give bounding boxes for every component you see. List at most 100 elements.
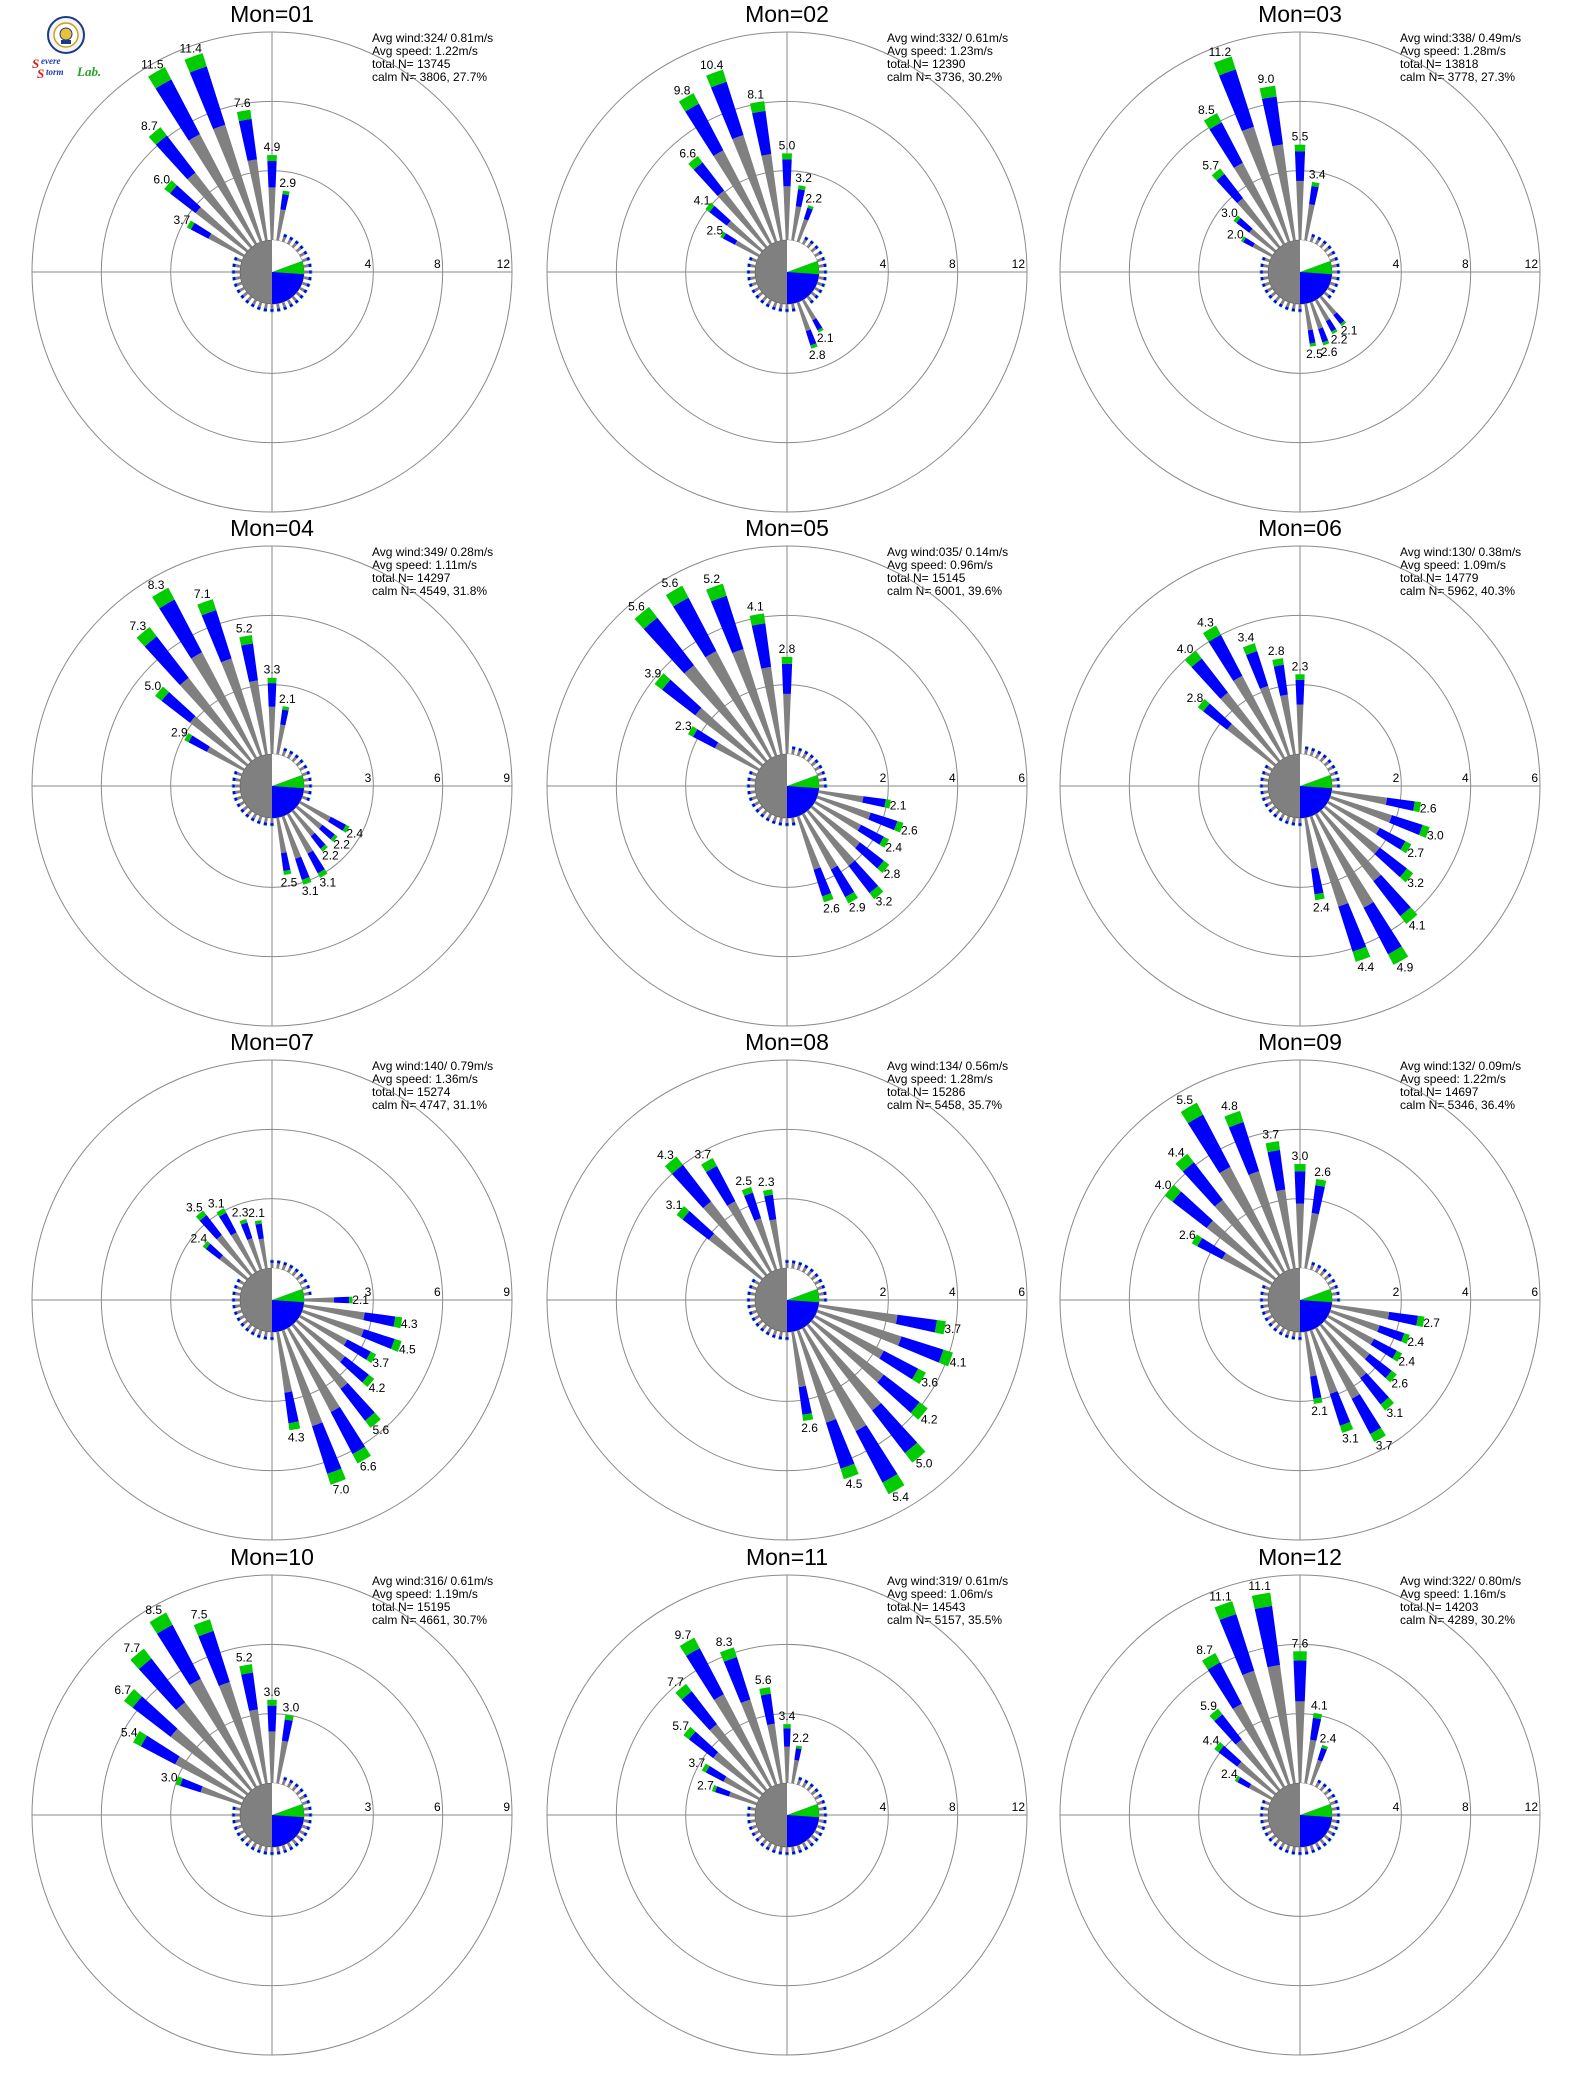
bar-segment-high <box>1318 1848 1322 1851</box>
bar-segment-high <box>1264 1318 1267 1322</box>
bar-segment-mid <box>791 1260 796 1264</box>
bar-segment-mid <box>821 770 825 775</box>
bar-segment-high <box>778 1853 782 1855</box>
bar-segment-high <box>747 791 749 795</box>
bar-value-label: 2.4 <box>346 827 363 841</box>
bar-segment-high <box>184 53 207 73</box>
bar-segment-mid <box>308 1806 312 1811</box>
calm-count-readout: calm N= 6001, 39.6% <box>887 584 1002 598</box>
bar-segment-low <box>286 1327 340 1413</box>
bar-segment-high <box>311 1813 313 1817</box>
bar-segment-mid <box>1376 827 1406 850</box>
bar-segment-high <box>934 1320 946 1335</box>
bar-segment-high <box>233 798 236 802</box>
bar-value-label: 2.6 <box>823 901 840 915</box>
bar-segment-high <box>1318 1779 1322 1782</box>
ring-tick-label: 4 <box>949 771 956 785</box>
bar-segment-mid <box>280 709 289 726</box>
bar-segment-mid <box>1243 237 1255 248</box>
bar-segment-low <box>1327 1829 1333 1835</box>
bar-value-label: 2.4 <box>1221 1767 1238 1781</box>
bar-segment-low <box>1323 805 1380 854</box>
bar-segment-low <box>783 693 791 755</box>
bar-segment-low <box>1214 1199 1281 1277</box>
bar-segment-mid <box>747 1806 751 1811</box>
bar-segment-mid <box>1334 1284 1338 1289</box>
bar-value-label: 2.1 <box>279 692 296 706</box>
bar-segment-mid <box>199 1215 222 1240</box>
bar-value-label: 2.8 <box>884 867 901 881</box>
bar-value-label: 10.4 <box>700 58 724 72</box>
bar-segment-mid <box>771 1334 776 1338</box>
bar-segment-high <box>1259 85 1277 100</box>
bar-segment-high <box>1272 658 1284 667</box>
bar-segment-high <box>239 1664 253 1675</box>
bar-segment-high <box>765 305 769 308</box>
bar-segment-low <box>791 817 795 823</box>
bar-segment-mid <box>1351 1394 1382 1435</box>
bar-segment-low <box>1285 1329 1291 1336</box>
bar-segment-high <box>1209 1708 1223 1722</box>
bar-segment-mid <box>662 679 702 716</box>
bar-segment-mid <box>236 1278 241 1283</box>
bar-segment-high <box>1260 777 1262 781</box>
bar-segment-low <box>767 1723 783 1784</box>
bar-segment-high <box>778 824 782 826</box>
bar-segment-mid <box>1322 1842 1327 1847</box>
bar-value-label: 5.7 <box>1202 159 1219 173</box>
bar-segment-mid <box>144 636 189 686</box>
bar-value-label: 8.3 <box>148 578 165 592</box>
bar-segment-mid <box>791 746 796 750</box>
bar-segment-low <box>1264 1285 1271 1291</box>
bar-segment-low <box>779 817 783 823</box>
bar-segment-high <box>202 1241 211 1250</box>
bar-segment-low <box>1292 1331 1296 1337</box>
bar-segment-mid <box>299 294 304 299</box>
chart-title: Mon=09 <box>1258 1029 1342 1055</box>
bar-segment-mid <box>809 240 814 245</box>
bar-segment-mid <box>256 1849 261 1853</box>
bar-segment-mid <box>1262 256 1266 261</box>
chart-title: Mon=12 <box>1258 1544 1342 1570</box>
bar-segment-high <box>1312 233 1316 236</box>
bar-segment-high <box>822 893 834 903</box>
bar-segment-high <box>1265 1141 1280 1153</box>
bar-segment-mid <box>798 1777 803 1781</box>
bar-segment-mid <box>824 1298 827 1302</box>
bar-segment-high <box>798 185 806 191</box>
bar-segment-high <box>679 1637 700 1656</box>
bar-segment-mid <box>232 777 236 782</box>
bar-segment-high <box>310 1806 312 1810</box>
bar-segment-high <box>288 1421 301 1431</box>
bar-value-label: 3.0 <box>283 1700 300 1714</box>
bar-segment-high <box>816 244 819 248</box>
bar-value-label: 3.7 <box>173 213 190 227</box>
bar-segment-mid <box>1187 1114 1231 1174</box>
bar-value-label: 4.2 <box>369 1381 386 1395</box>
bar-segment-low <box>234 1813 241 1817</box>
bar-segment-high <box>311 784 313 788</box>
bar-segment-high <box>1318 750 1322 753</box>
bar-segment-low <box>235 1807 241 1811</box>
bar-value-label: 7.5 <box>191 1608 208 1622</box>
bar-segment-low <box>713 1752 764 1796</box>
bar-segment-low <box>750 778 756 782</box>
bar-segment-high <box>1298 1339 1302 1341</box>
bar-value-label: 7.7 <box>667 1675 684 1689</box>
bar-segment-high <box>817 327 824 333</box>
bar-segment-mid <box>821 1284 825 1289</box>
bar-segment-low <box>814 286 820 292</box>
bar-segment-high <box>232 1291 234 1295</box>
bar-segment-mid <box>823 276 827 281</box>
bar-segment-low <box>252 1842 258 1848</box>
bar-segment-low <box>785 1262 789 1269</box>
bar-segment-mid <box>671 1164 712 1209</box>
bar-segment-high <box>1261 1827 1264 1831</box>
bar-value-label: 4.0 <box>1177 642 1194 656</box>
bar-segment-mid <box>818 764 823 769</box>
bar-segment-low <box>191 652 258 759</box>
bar-segment-high <box>1272 1844 1276 1847</box>
bar-segment-mid <box>1325 318 1337 332</box>
